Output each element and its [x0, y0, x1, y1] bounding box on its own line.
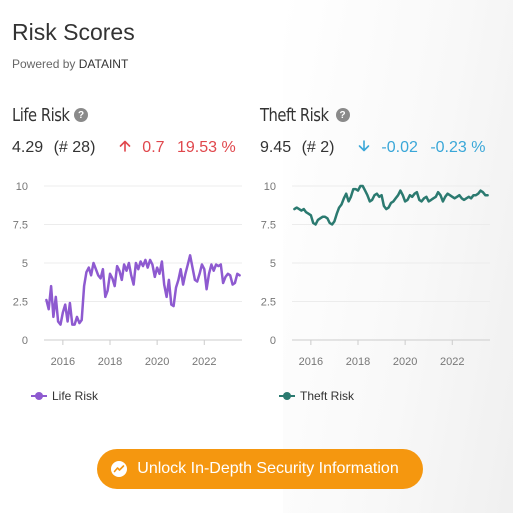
help-icon[interactable]: ? — [335, 108, 350, 122]
y-tick-label: 2.5 — [261, 297, 276, 309]
powered-by-prefix: Powered by — [12, 57, 76, 71]
risk-score: 4.29 — [12, 139, 44, 156]
risk-change: 0.7 — [142, 139, 165, 156]
powered-by: Powered by DATAINT — [12, 57, 128, 71]
help-icon[interactable]: ? — [74, 108, 89, 122]
series-line — [293, 184, 489, 226]
risk-change: -0.02 — [381, 139, 418, 156]
risk-stats: 4.29 (# 28) 0.7 19.53 % — [12, 139, 236, 157]
theft-risk-panel: Theft Risk ? 9.45 (# 2) -0.02 -0.23 % 10… — [260, 100, 500, 410]
trend-icon — [111, 461, 128, 477]
legend-label: Life Risk — [52, 389, 99, 403]
y-tick-label: 5 — [22, 258, 28, 270]
cta-label: Unlock In-Depth Security Information — [137, 460, 399, 477]
risk-rank: (# 28) — [53, 139, 96, 156]
arrow-up-icon — [119, 140, 131, 152]
chart-legend[interactable]: Life Risk — [31, 389, 98, 403]
risk-rank: (# 2) — [301, 139, 335, 156]
y-tick-label: 0 — [270, 335, 276, 347]
chart-legend[interactable]: Theft Risk — [279, 389, 354, 403]
x-tick-label: 2018 — [98, 356, 122, 368]
panel-title: Theft Risk — [260, 104, 329, 126]
x-tick-label: 2016 — [51, 356, 75, 368]
x-tick-label: 2018 — [346, 356, 370, 368]
arrow-down-icon — [358, 140, 370, 152]
unlock-security-button[interactable]: Unlock In-Depth Security Information — [97, 449, 423, 489]
panel-header: Life Risk ? — [12, 100, 252, 130]
x-tick-label: 2016 — [299, 356, 323, 368]
page-title: Risk Scores — [12, 19, 135, 45]
risk-change-percent: -0.23 % — [430, 139, 486, 156]
powered-by-brand[interactable]: DATAINT — [78, 57, 129, 71]
legend-swatch — [31, 391, 47, 401]
theft-risk-chart: 10 7.5 5 2.5 0 2016 2018 2020 2022 — [261, 181, 490, 368]
life-risk-chart: 10 7.5 5 2.5 0 2016 2018 2020 2022 — [13, 181, 242, 368]
x-tick-label: 2022 — [440, 356, 464, 368]
x-tick-label: 2020 — [393, 356, 417, 368]
risk-stats: 9.45 (# 2) -0.02 -0.23 % — [260, 139, 485, 157]
y-tick-label: 2.5 — [13, 297, 28, 309]
y-tick-label: 5 — [270, 258, 276, 270]
legend-swatch — [279, 391, 295, 401]
y-tick-label: 7.5 — [261, 220, 276, 232]
legend-label: Theft Risk — [300, 389, 355, 403]
panel-title: Life Risk — [12, 104, 70, 126]
y-tick-label: 7.5 — [13, 220, 28, 232]
risk-change-percent: 19.53 % — [177, 139, 236, 156]
y-tick-label: 0 — [22, 335, 28, 347]
life-risk-panel: Life Risk ? 4.29 (# 28) 0.7 19.53 % 10 7.… — [12, 100, 252, 410]
series-line — [45, 254, 241, 326]
risk-score: 9.45 — [260, 139, 292, 156]
x-tick-label: 2020 — [145, 356, 169, 368]
x-tick-label: 2022 — [192, 356, 216, 368]
y-tick-label: 10 — [264, 181, 276, 193]
panel-header: Theft Risk ? — [260, 100, 500, 130]
y-tick-label: 10 — [16, 181, 28, 193]
